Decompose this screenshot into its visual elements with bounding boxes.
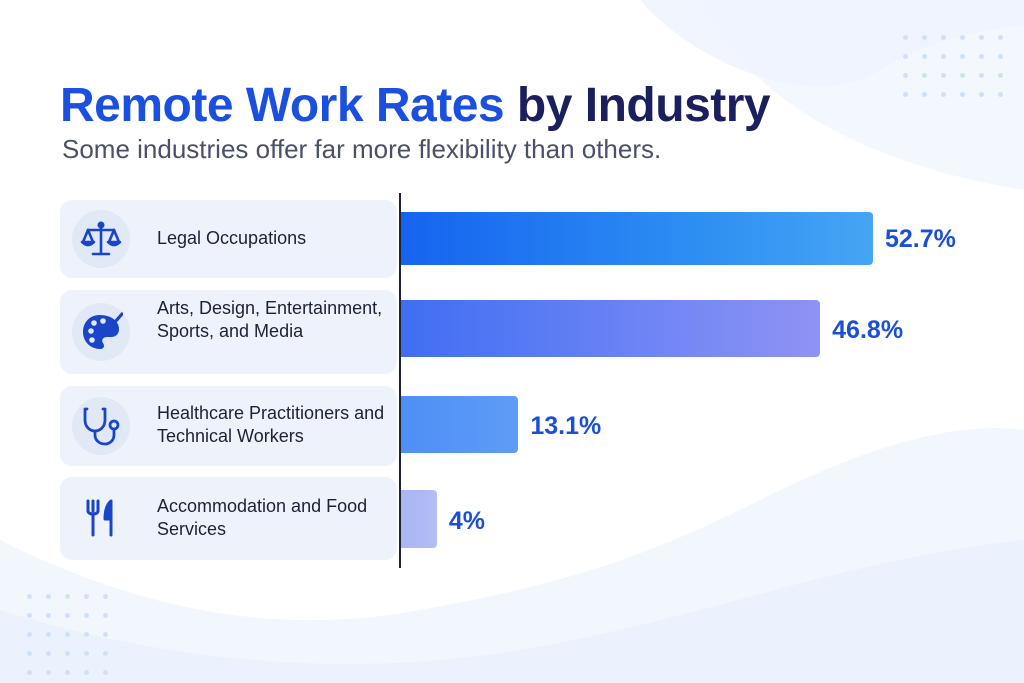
chart-title-accent: Remote Work Rates — [60, 79, 505, 132]
palette-icon — [72, 303, 130, 361]
chart-title: Remote Work Rates by Industry — [60, 78, 771, 133]
category-card-accommodation: Accommodation and Food Services — [60, 477, 397, 560]
category-label: Arts, Design, Entertainment, Sports, and… — [157, 298, 383, 341]
category-label: Accommodation and Food Services — [157, 496, 368, 539]
category-card-legal: Legal Occupations — [60, 200, 397, 278]
value-label: 52.7% — [885, 225, 956, 253]
category-label: Legal Occupations — [157, 228, 307, 248]
category-card-arts: Arts, Design, Entertainment, Sports, and… — [60, 290, 397, 374]
bar-accommodation — [401, 490, 437, 548]
decorative-dot-grid — [903, 35, 1003, 97]
stethoscope-icon — [72, 397, 130, 455]
value-label: 46.8% — [832, 316, 904, 344]
chart-title-rest: by Industry — [504, 79, 771, 132]
bar-legal — [401, 212, 873, 265]
value-label: 4% — [448, 507, 485, 535]
scales-of-justice-icon — [72, 210, 130, 268]
chart-subtitle: Some industries offer far more flexibili… — [62, 134, 662, 164]
value-label: 13.1% — [530, 412, 602, 440]
decorative-dot-grid — [27, 594, 108, 675]
bar-arts — [401, 300, 821, 357]
category-card-healthcare: Healthcare Practitioners and Technical W… — [60, 386, 397, 466]
category-label: Healthcare Practitioners and Technical W… — [157, 403, 385, 446]
bar-healthcare — [401, 396, 519, 453]
fork-knife-icon — [72, 489, 130, 547]
category-axis-line — [399, 193, 401, 568]
